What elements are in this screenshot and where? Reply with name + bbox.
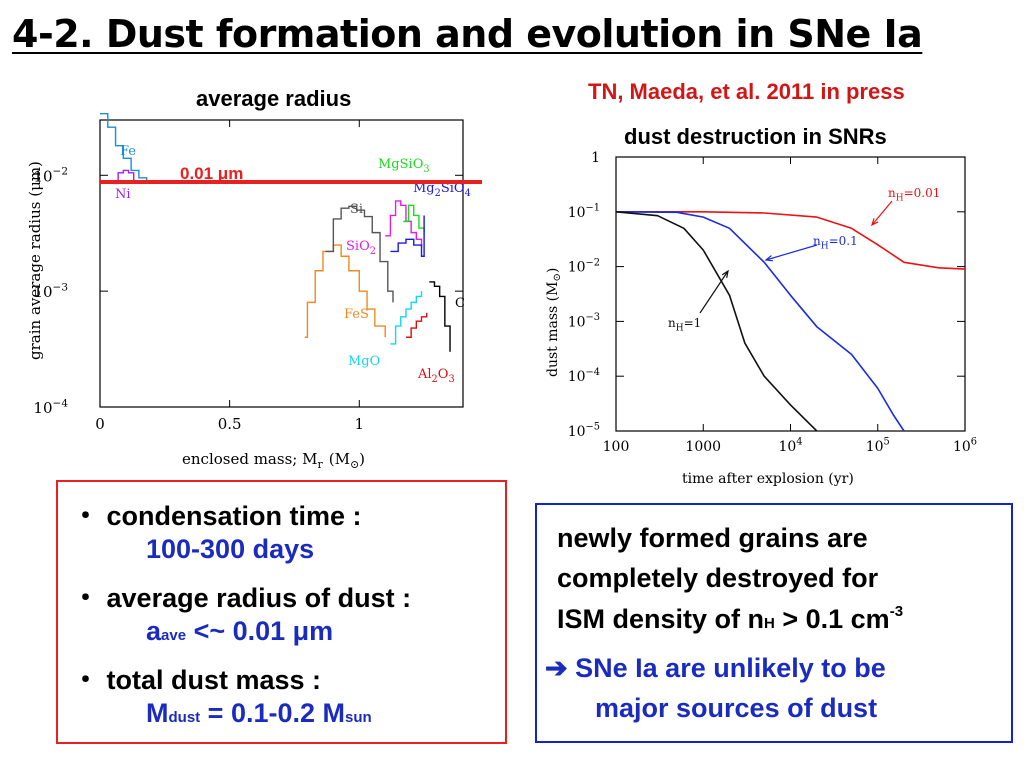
summary-right-box: newly formed grains are completely destr…: [535, 503, 1013, 743]
right-xtick-label: 105: [866, 437, 890, 455]
arrow-head: [721, 269, 729, 278]
left-series-line: [385, 200, 423, 248]
item-average-radius: ・ average radius of dust :: [72, 583, 412, 613]
right-series-line: [616, 211, 965, 270]
left-xtick-label: 0: [95, 415, 105, 433]
summary-line-2: completely destroyed for: [557, 563, 879, 593]
left-ytick-label: 10−2: [33, 166, 68, 186]
right-series-label: nH=0.1: [813, 234, 858, 252]
left-series-label: Mg2SiO4: [413, 181, 471, 199]
left-ytick-label: 10−3: [33, 281, 68, 301]
left-series-line: [429, 281, 451, 352]
right-ytick-label: 10−2: [568, 257, 600, 275]
left-xtick-label: 1: [355, 415, 365, 433]
right-xlabel: time after explosion (yr): [682, 471, 854, 487]
threshold-label: 0.01 μm: [180, 164, 243, 183]
pointer-arrow: [699, 270, 729, 314]
item-total-dust-mass: ・ total dust mass :: [72, 665, 322, 695]
left-series-label: C: [455, 296, 465, 311]
left-plot-frame: [99, 119, 464, 408]
right-ytick-label: 10−5: [568, 422, 600, 440]
conclusion-line-2: major sources of dust: [595, 693, 878, 723]
summary-line-1: newly formed grains are: [557, 523, 868, 553]
right-xtick-label: 100: [603, 439, 630, 455]
right-xtick-label: 104: [778, 437, 802, 455]
item-condensation: ・ condensation time :: [72, 501, 362, 531]
left-series-line: [304, 244, 386, 338]
right-ylabel: dust mass (M⊙): [545, 268, 563, 377]
right-series-label: nH=1: [668, 316, 701, 334]
right-chart: 100 1000 104 105 106 1 10−1 10−2 10−3 10−4 10−5 nH…: [545, 150, 977, 487]
left-series-label: FeS: [344, 307, 369, 322]
left-series-line: [390, 215, 425, 257]
left-series-label: Si: [350, 202, 363, 217]
right-series-label: nH=0.01: [888, 186, 940, 204]
left-series-label: Al2O3: [417, 367, 455, 385]
left-series-line: [390, 291, 423, 345]
arrow-head: [764, 255, 774, 262]
right-ytick-label: 10−1: [568, 203, 600, 221]
left-xtick-label: 0.5: [218, 415, 242, 433]
left-series-line: [325, 205, 394, 303]
condensation-value: 100-300 days: [146, 534, 315, 564]
reference: TN, Maeda, et al. 2011 in press: [588, 79, 905, 104]
left-series-label: MgSiO3: [378, 157, 430, 175]
right-ytick-label: 10−3: [568, 312, 600, 330]
left-series-label: MgO: [348, 354, 380, 369]
left-chart: 0 0.5 1 10−2 10−3 10−4 Fe Ni FeS Si SiO2 MgSiO3 Mg2…: [26, 113, 482, 471]
arrow-icon: ➔: [545, 653, 568, 683]
average-radius-value: aave <~ 0.01 μm: [146, 616, 334, 646]
right-plot-header: dust destruction in SNRs: [624, 124, 887, 149]
left-series-label: SiO2: [346, 239, 376, 257]
right-xtick-label: 106: [953, 437, 977, 455]
left-series-label: Ni: [115, 187, 131, 202]
right-xtick-label: 1000: [685, 439, 721, 455]
left-xlabel: enclosed mass; Mr (M⊙): [182, 450, 365, 471]
left-ylabel: grain average radius (μm): [26, 161, 44, 360]
left-series-line: [405, 312, 428, 338]
slide-title: 4-2. Dust formation and evolution in SNe…: [12, 12, 923, 56]
right-series-line: [616, 211, 819, 431]
summary-line-3: ISM density of nH > 0.1 cm-3: [557, 603, 904, 634]
right-ytick-label: 1: [591, 150, 600, 166]
pointer-arrow: [765, 244, 818, 261]
left-series-line: [112, 169, 135, 185]
right-series-line: [616, 211, 905, 431]
arrow-head: [871, 218, 879, 227]
left-series-line: [403, 204, 425, 233]
right-ytick-label: 10−4: [568, 367, 600, 385]
left-series-label: Fe: [120, 144, 136, 159]
left-ytick-label: 10−4: [33, 397, 68, 417]
left-series-line: [100, 113, 148, 184]
dust-mass-value: Mdust = 0.1-0.2 Msun: [146, 698, 372, 728]
left-plot-header: average radius: [196, 86, 352, 111]
summary-left-box: ・ condensation time : 100-300 days ・ ave…: [56, 480, 507, 744]
pointer-arrow: [871, 200, 893, 226]
conclusion-line-1: ➔ SNe Ia are unlikely to be: [545, 653, 886, 683]
